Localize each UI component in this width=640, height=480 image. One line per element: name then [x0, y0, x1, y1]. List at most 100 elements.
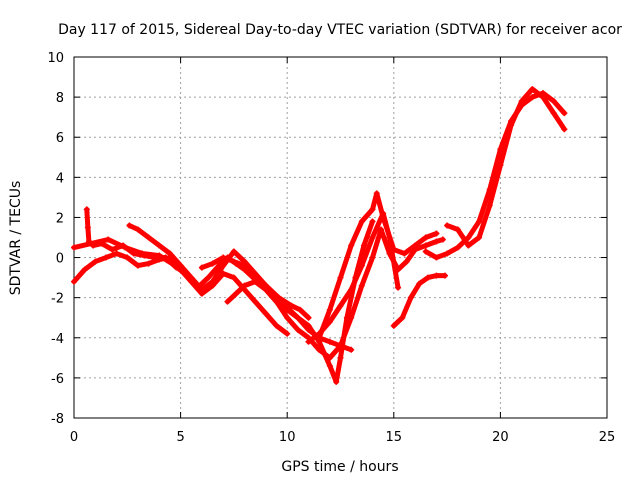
- data-point: [230, 258, 237, 265]
- y-tick-label: 2: [56, 211, 64, 226]
- data-point: [288, 302, 295, 309]
- y-tick-label: -8: [51, 412, 64, 427]
- data-point: [540, 94, 547, 101]
- data-point: [518, 98, 525, 105]
- y-axis-label: SDTVAR / TECUs: [8, 181, 24, 296]
- data-point: [84, 224, 91, 231]
- data-point: [401, 250, 408, 257]
- data-point: [337, 342, 344, 349]
- data-point: [145, 260, 152, 267]
- y-tick-label: -4: [51, 332, 64, 347]
- data-point: [369, 218, 376, 225]
- y-axis-ticks: -8 -6 -4 -2 0 2 4 6 8 10: [47, 51, 607, 427]
- x-axis-ticks: 0 5 10 15 20 25: [70, 57, 615, 445]
- data-point: [422, 234, 429, 241]
- data-point: [177, 262, 184, 269]
- data-point: [433, 230, 440, 237]
- series-sat-f: [224, 226, 446, 361]
- data-point: [390, 322, 397, 329]
- data-point: [358, 262, 365, 269]
- data-point: [316, 346, 323, 353]
- data-point: [124, 254, 131, 261]
- series-sat-h: [316, 190, 440, 341]
- data-point: [102, 254, 109, 261]
- data-point: [230, 274, 237, 281]
- series-sat-j: [422, 90, 568, 261]
- data-point: [348, 286, 355, 293]
- series-line: [423, 90, 567, 261]
- data-point: [173, 264, 180, 271]
- data-point: [71, 278, 77, 285]
- data-point: [326, 354, 333, 361]
- data-point: [529, 86, 536, 93]
- data-point: [220, 254, 227, 261]
- series-line: [316, 190, 439, 341]
- data-point: [407, 294, 414, 301]
- data-point: [262, 310, 269, 317]
- data-point: [326, 362, 333, 369]
- data-point: [348, 314, 355, 321]
- data-point: [209, 278, 216, 285]
- data-point: [550, 98, 557, 105]
- data-point: [348, 242, 355, 249]
- data-point: [395, 284, 402, 291]
- data-point: [134, 226, 141, 233]
- data-point: [497, 162, 504, 169]
- data-point: [403, 258, 410, 265]
- data-point: [156, 242, 163, 249]
- data-point: [550, 110, 557, 117]
- y-tick-label: -6: [51, 372, 64, 387]
- data-point: [305, 314, 312, 321]
- data-point: [476, 234, 483, 241]
- data-point: [294, 314, 301, 321]
- data-point: [273, 298, 280, 305]
- data-point: [439, 236, 446, 243]
- data-point: [198, 286, 205, 293]
- x-tick-label: 0: [70, 430, 78, 445]
- y-tick-label: 6: [56, 131, 64, 146]
- plot-frame: [73, 56, 608, 419]
- data-point: [561, 126, 568, 133]
- data-point: [145, 234, 152, 241]
- data-point: [205, 274, 212, 281]
- data-point: [81, 266, 88, 273]
- series-line: [444, 86, 567, 249]
- data-point: [433, 238, 440, 245]
- data-point: [444, 222, 451, 229]
- data-point: [120, 242, 127, 249]
- data-point: [90, 242, 97, 249]
- data-point: [252, 278, 259, 285]
- data-point: [316, 334, 323, 341]
- y-tick-label: 4: [56, 171, 64, 186]
- data-point: [98, 240, 105, 247]
- data-point: [198, 264, 205, 271]
- data-point: [113, 250, 120, 257]
- data-point: [92, 258, 99, 265]
- data-point: [230, 248, 237, 255]
- data-point: [134, 262, 141, 269]
- data-point: [369, 254, 376, 261]
- x-tick-label: 10: [279, 430, 296, 445]
- data-point: [252, 298, 259, 305]
- data-point: [399, 314, 406, 321]
- data-point: [284, 314, 291, 321]
- data-point: [273, 322, 280, 329]
- data-point: [390, 246, 397, 253]
- data-point: [326, 306, 333, 313]
- data-point: [454, 244, 461, 251]
- data-point: [422, 242, 429, 249]
- data-point: [433, 254, 440, 261]
- series-sat-i: [390, 272, 448, 329]
- data-point: [126, 222, 133, 229]
- x-axis-label: GPS time / hours: [281, 459, 398, 475]
- data-point: [224, 298, 231, 305]
- data-point: [284, 306, 291, 313]
- y-tick-label: 0: [56, 252, 64, 267]
- x-tick-label: 5: [176, 430, 184, 445]
- data-point: [166, 250, 173, 257]
- data-point: [294, 326, 301, 333]
- data-point: [220, 262, 227, 269]
- data-point: [209, 260, 216, 267]
- data-point: [83, 206, 90, 213]
